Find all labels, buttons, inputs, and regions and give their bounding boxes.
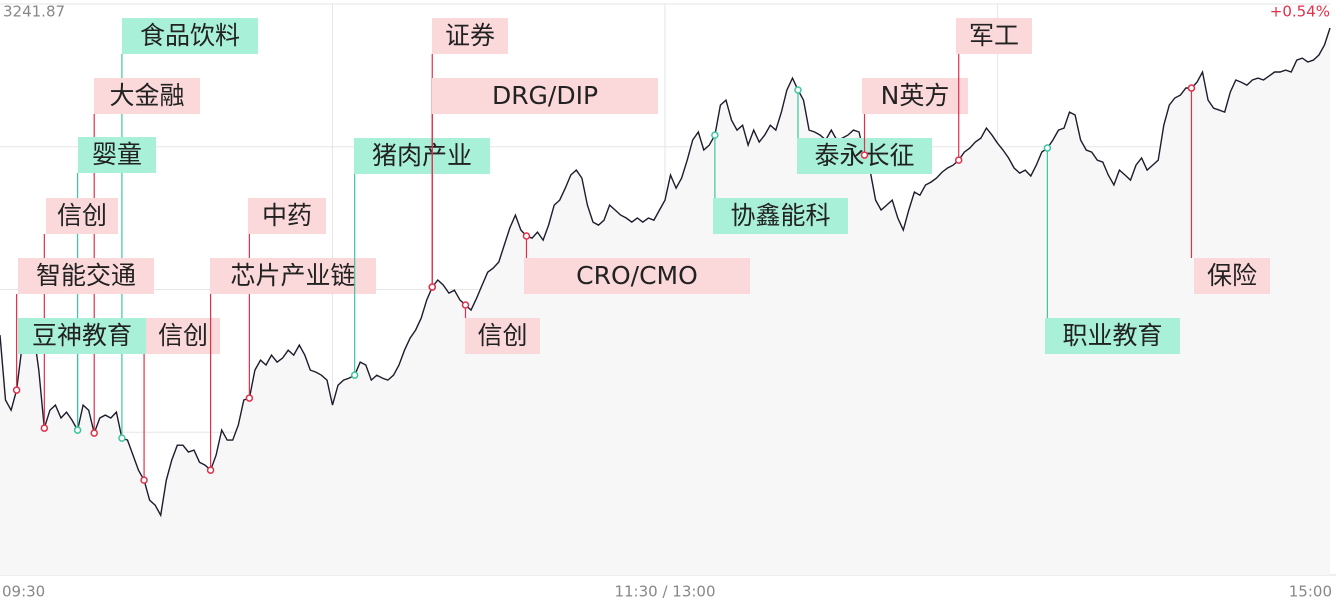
annotation-marker (350, 371, 359, 379)
annotation-box (524, 258, 750, 294)
annotation-marker (461, 301, 470, 309)
price-area (0, 28, 1330, 575)
annotation-box (862, 78, 968, 114)
annotation-marker (522, 232, 531, 240)
annotation-label: 信创 (158, 321, 208, 350)
annotation-label: 军工 (969, 21, 1019, 50)
annotation-box (18, 258, 154, 294)
annotation-marker (12, 386, 21, 394)
annotation-marker (860, 151, 869, 159)
annotation-marker (245, 394, 254, 402)
annotation-label: DRG/DIP (492, 81, 598, 110)
annotation-marker (1187, 84, 1196, 92)
x-tick-label: 11:30 / 13:00 (614, 583, 715, 601)
annotation-marker (428, 283, 436, 291)
x-tick-label: 09:30 (2, 583, 45, 601)
annotation-box (432, 78, 658, 114)
annotation-box (46, 198, 118, 234)
annotation-box (78, 137, 156, 173)
price-line (0, 27, 1331, 518)
annotation-label: 食品饮料 (140, 21, 240, 50)
annotation-box (465, 318, 540, 354)
annotation-label: 信创 (477, 321, 527, 350)
annotation-marker (90, 429, 98, 437)
annotation-label: 协鑫能科 (730, 201, 830, 230)
annotation-label: 保险 (1207, 261, 1257, 290)
annotation-box (210, 258, 376, 294)
annotation-box (1194, 258, 1270, 294)
annotation-box (146, 318, 220, 354)
annotation-marker (40, 424, 49, 432)
annotation-box (713, 198, 848, 234)
annotation-box (122, 18, 258, 54)
annotation-box (248, 198, 326, 234)
annotation-marker (711, 131, 719, 139)
annotation-label: 中药 (262, 201, 312, 230)
annotation-box (94, 78, 200, 114)
annotation-label: 豆神教育 (32, 321, 132, 350)
annotation-label: 大金融 (109, 81, 184, 110)
annotation-label: 信创 (57, 201, 107, 230)
annotation-label: CRO/CMO (576, 261, 698, 290)
annotation-box (1045, 318, 1180, 354)
annotation-label: 职业教育 (1062, 321, 1162, 350)
annotation-label: 猪肉产业 (372, 141, 472, 170)
annotation-marker (140, 476, 148, 484)
annotation-box (18, 318, 146, 354)
annotation-box (354, 138, 490, 174)
annotation-marker (73, 426, 82, 434)
annotation-box (956, 18, 1032, 54)
annotation-marker (794, 86, 802, 94)
annotation-label: N英方 (881, 81, 950, 110)
x-tick-label: 15:00 (1289, 583, 1332, 601)
y-tick-label: 3241.87 (3, 3, 65, 21)
y2-tick-label: +0.54% (1270, 3, 1330, 21)
annotation-marker (1043, 144, 1052, 152)
annotation-label: 婴童 (92, 140, 142, 169)
annotation-marker (954, 156, 963, 164)
annotation-label: 智能交通 (36, 261, 136, 290)
annotation-label: 证券 (445, 21, 495, 50)
annotation-label: 芯片产业链 (230, 261, 355, 290)
annotation-marker (206, 466, 215, 474)
annotation-marker (118, 434, 126, 442)
annotation-box (432, 18, 508, 54)
